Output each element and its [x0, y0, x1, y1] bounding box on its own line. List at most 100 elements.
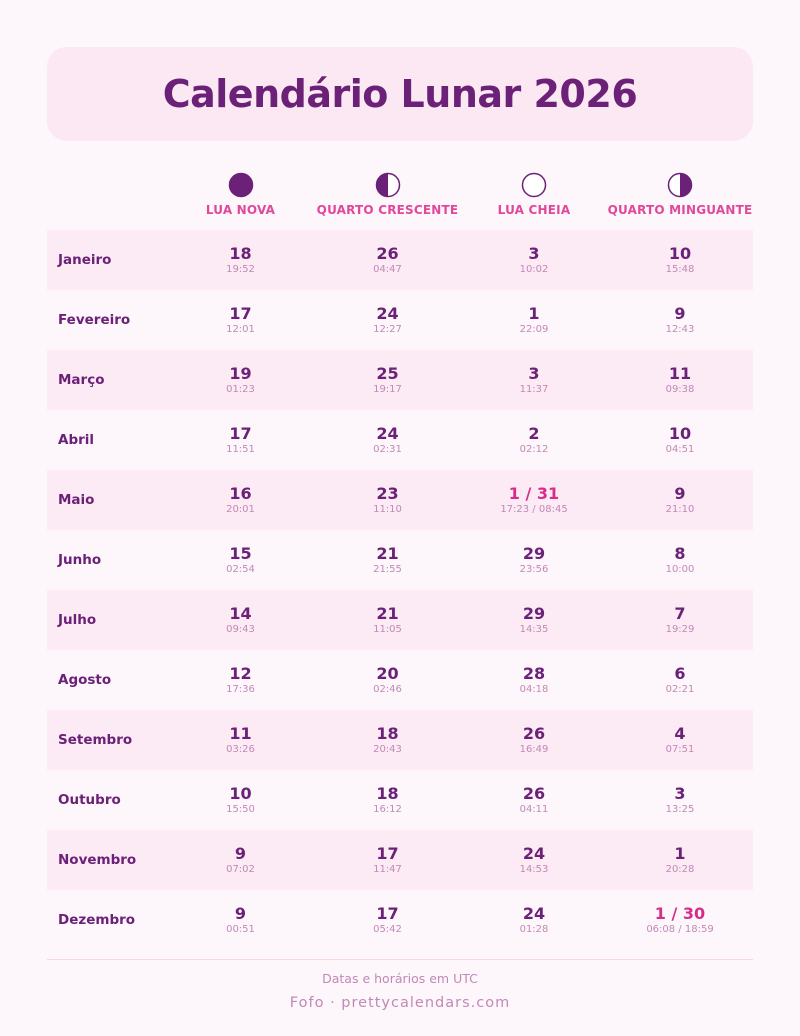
phase-day: 16 [229, 483, 252, 503]
phase-time: 10:00 [665, 563, 695, 575]
month-table: Janeiro 18 19:52 26 04:47 3 10:02 10 15:48 Fevere… [47, 230, 753, 950]
phase-day: 18 [376, 723, 399, 743]
phase-time: 11:47 [373, 863, 402, 875]
phase-cell: 21 11:05 [314, 604, 461, 636]
month-label: Abril [58, 432, 95, 448]
phase-day: 10 [668, 423, 692, 443]
phase-time: 23:56 [519, 563, 549, 575]
phase-time: 12:27 [373, 323, 402, 335]
phase-time: 19:29 [665, 623, 695, 635]
phase-time: 16:12 [373, 803, 402, 815]
phase-time: 05:42 [373, 923, 402, 935]
phase-time: 11:51 [226, 443, 255, 455]
month-label: Janeiro [58, 252, 112, 268]
phase-day: 20 [376, 663, 399, 683]
phase-day: 17 [376, 903, 399, 923]
phase-time: 06:08 / 18:59 [646, 923, 714, 935]
header-spacer [47, 172, 167, 224]
table-row: Abril 17 11:51 24 02:31 2 02:12 10 04:51 [47, 410, 753, 470]
phase-day: 29 [522, 603, 546, 623]
phase-cell: 1 22:09 [461, 303, 607, 336]
phase-header: LUA NOVA QUARTO CRESCENTE LUA CHEIA QUAR… [47, 172, 753, 224]
table-row: Março 19 01:23 25 19:17 3 11:37 11 09:38 [47, 350, 753, 410]
phase-cell: 16 20:01 [167, 483, 314, 516]
phase-day: 12 [229, 663, 252, 683]
phase-cell: 11 03:26 [167, 724, 314, 756]
table-row: Janeiro 18 19:52 26 04:47 3 10:02 10 15:48 [47, 230, 753, 290]
phase-time: 14:53 [519, 863, 549, 875]
phase-label: QUARTO CRESCENTE [316, 203, 459, 217]
table-row: Setembro 11 03:26 18 20:43 26 16:49 4 07:51 [47, 710, 753, 770]
phase-time: 20:28 [665, 863, 695, 875]
phase-time: 02:12 [519, 443, 549, 455]
phase-day: 17 [376, 843, 399, 863]
phase-time: 07:51 [665, 743, 695, 755]
phase-cell: 24 02:31 [314, 424, 461, 456]
phase-day: 3 [528, 363, 540, 383]
phase-cell: 23 11:10 [314, 483, 461, 516]
phase-cell: 24 01:28 [461, 903, 607, 936]
phase-day: 6 [674, 663, 686, 683]
phase-day: 21 [376, 543, 399, 563]
phase-cell: 3 11:37 [461, 363, 607, 396]
month-label: Dezembro [58, 912, 136, 928]
table-row: Outubro 10 15:50 18 16:12 26 04:11 3 13:25 [47, 770, 753, 830]
phase-time: 17:23 / 08:45 [500, 503, 568, 515]
month-label: Setembro [58, 732, 133, 748]
page-title: Calendário Lunar 2026 [162, 72, 638, 116]
phase-day: 8 [674, 543, 686, 563]
phase-cell: 14 09:43 [167, 604, 314, 636]
phase-cell: 3 13:25 [607, 783, 753, 816]
phase-day: 9 [234, 903, 247, 923]
month-label: Fevereiro [58, 312, 131, 328]
phase-cell: 4 07:51 [607, 724, 753, 756]
phase-time: 16:49 [519, 743, 549, 755]
month-label: Julho [58, 612, 97, 628]
month-label: Agosto [58, 672, 112, 688]
footer-divider [47, 959, 753, 960]
phase-day: 9 [234, 843, 247, 863]
phase-time: 00:51 [226, 923, 255, 935]
phase-day: 24 [522, 903, 546, 923]
phase-time: 01:28 [519, 923, 549, 935]
phase-label: LUA CHEIA [497, 203, 571, 217]
phase-header-first-quarter: QUARTO CRESCENTE [314, 172, 461, 224]
phase-day: 23 [376, 483, 399, 503]
phase-day: 25 [376, 363, 399, 383]
phase-time: 04:47 [373, 263, 402, 275]
month-label: Outubro [58, 792, 121, 808]
phase-day: 3 [674, 783, 686, 803]
phase-cell: 20 02:46 [314, 663, 461, 696]
phase-time: 10:02 [519, 263, 549, 275]
phase-time: 11:10 [373, 503, 402, 515]
phase-cell: 11 09:38 [607, 364, 753, 396]
table-row: Fevereiro 17 12:01 24 12:27 1 22:09 9 12:43 [47, 290, 753, 350]
phase-cell: 24 14:53 [461, 844, 607, 876]
phase-time: 09:38 [665, 383, 695, 395]
phase-cell: 17 05:42 [314, 903, 461, 936]
phase-time: 15:50 [226, 803, 255, 815]
phase-cell: 21 21:55 [314, 543, 461, 576]
phase-cell: 17 12:01 [167, 304, 314, 336]
table-row: Dezembro 9 00:51 17 05:42 24 01:28 1 / 30 06:08 … [47, 890, 753, 950]
phase-cell: 3 10:02 [461, 244, 607, 276]
last-quarter-moon-icon [667, 172, 693, 198]
phase-cell: 15 02:54 [167, 543, 314, 576]
phase-day: 15 [229, 543, 252, 563]
phase-time: 03:26 [226, 743, 255, 755]
phase-cell: 28 04:18 [461, 664, 607, 696]
phase-cell: 10 15:48 [607, 244, 753, 276]
phase-time: 20:01 [226, 503, 255, 515]
phase-time: 15:48 [665, 263, 695, 275]
phase-cell: 8 10:00 [607, 543, 753, 576]
phase-cell: 10 04:51 [607, 423, 753, 456]
month-label: Março [58, 372, 105, 388]
table-row: Junho 15 02:54 21 21:55 29 23:56 8 10:00 [47, 530, 753, 590]
phase-cell: 26 04:47 [314, 244, 461, 276]
phase-time: 02:21 [665, 683, 695, 695]
phase-cell: 19 01:23 [167, 364, 314, 396]
table-row: Agosto 12 17:36 20 02:46 28 04:18 6 02:21 [47, 650, 753, 710]
phase-day: 1 [528, 303, 540, 323]
table-row: Maio 16 20:01 23 11:10 1 / 31 17:23 / 08:45 9 21… [47, 470, 753, 530]
